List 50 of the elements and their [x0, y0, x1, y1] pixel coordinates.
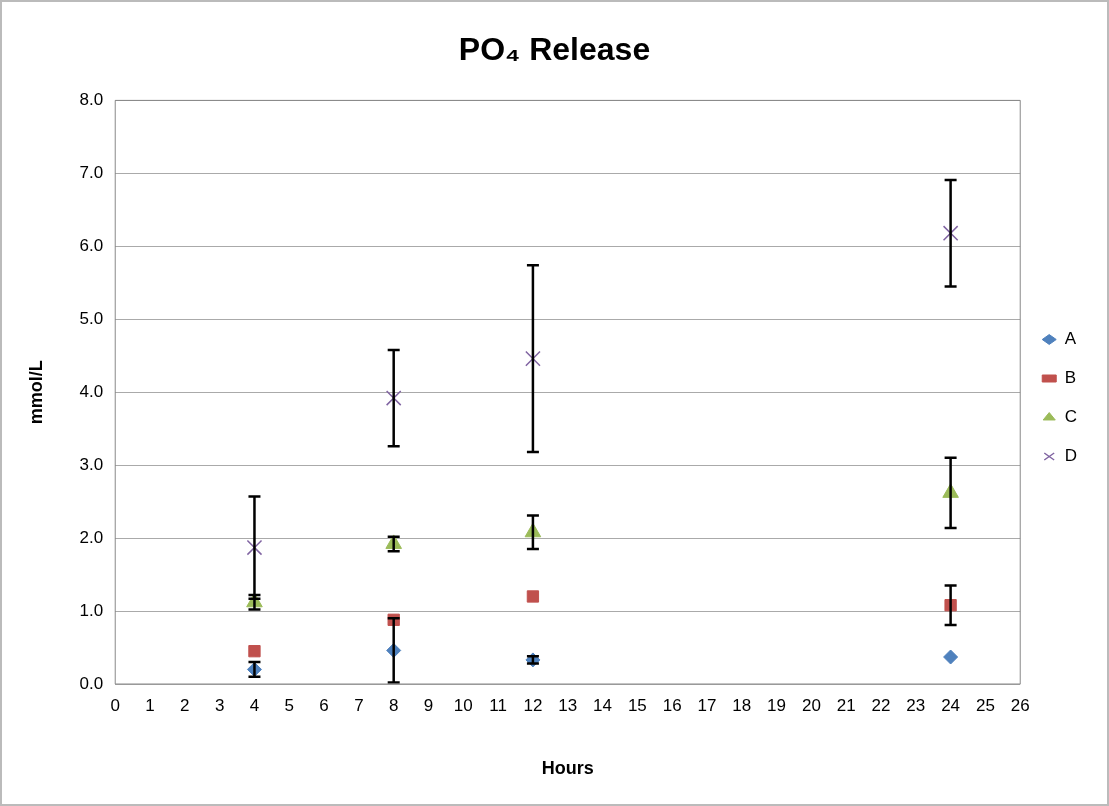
point [385, 390, 402, 406]
legend-label: A [1064, 329, 1077, 349]
point [246, 539, 263, 556]
x-tick-label: 13 [558, 695, 578, 715]
y-tick-label: 4.0 [79, 381, 104, 401]
legend-label: C [1064, 407, 1077, 427]
x-tick-label: 23 [906, 695, 926, 715]
x-tick-label: 17 [697, 695, 717, 715]
x-tick-label: 4 [249, 695, 260, 715]
legend-label: D [1064, 446, 1077, 466]
x-tick-label: 24 [941, 695, 961, 715]
y-tick-label: 5.0 [79, 308, 104, 328]
x-tick-label: 21 [836, 695, 856, 715]
x-tick-label: 14 [593, 695, 612, 715]
x-tick-label: 1 [145, 695, 155, 715]
x-tick-label: 10 [453, 695, 473, 715]
point [248, 645, 261, 658]
y-tick-label: 1.0 [79, 600, 104, 620]
x-tick-label: 15 [627, 695, 647, 715]
point [943, 649, 959, 665]
x-tick-label: 9 [423, 695, 434, 715]
y-axis-title: mmol/L [25, 360, 46, 425]
x-tick-label: 25 [975, 695, 995, 715]
x-tick-label: 18 [732, 695, 752, 715]
y-tick-label: 7.0 [79, 163, 104, 183]
x-tick-label: 8 [388, 695, 399, 715]
y-tick-label: 6.0 [79, 235, 104, 255]
x-tick-label: 3 [214, 695, 225, 715]
x-tick-label: 22 [871, 695, 891, 715]
legend-label: B [1064, 368, 1077, 388]
point [525, 350, 541, 367]
x-tick-label: 16 [662, 695, 682, 715]
x-tick-label: 12 [523, 695, 543, 715]
x-tick-label: 5 [284, 695, 294, 715]
x-tick-label: 7 [354, 695, 364, 715]
x-tick-label: 20 [801, 695, 821, 715]
y-tick-label: 0.0 [79, 673, 104, 693]
chart-title: PO₄ Release [458, 31, 651, 68]
x-tick-label: 0 [110, 695, 120, 715]
x-tick-label: 6 [319, 695, 329, 715]
x-axis-title: Hours [541, 758, 594, 779]
y-tick-label: 2.0 [79, 527, 104, 547]
x-tick-label: 2 [180, 695, 190, 715]
x-tick-label: 19 [767, 695, 787, 715]
point [942, 225, 959, 241]
x-tick-label: 11 [489, 695, 507, 715]
point [526, 590, 540, 603]
x-tick-label: 26 [1010, 695, 1030, 715]
y-tick-label: 3.0 [79, 454, 104, 474]
y-tick-label: 8.0 [79, 90, 104, 110]
